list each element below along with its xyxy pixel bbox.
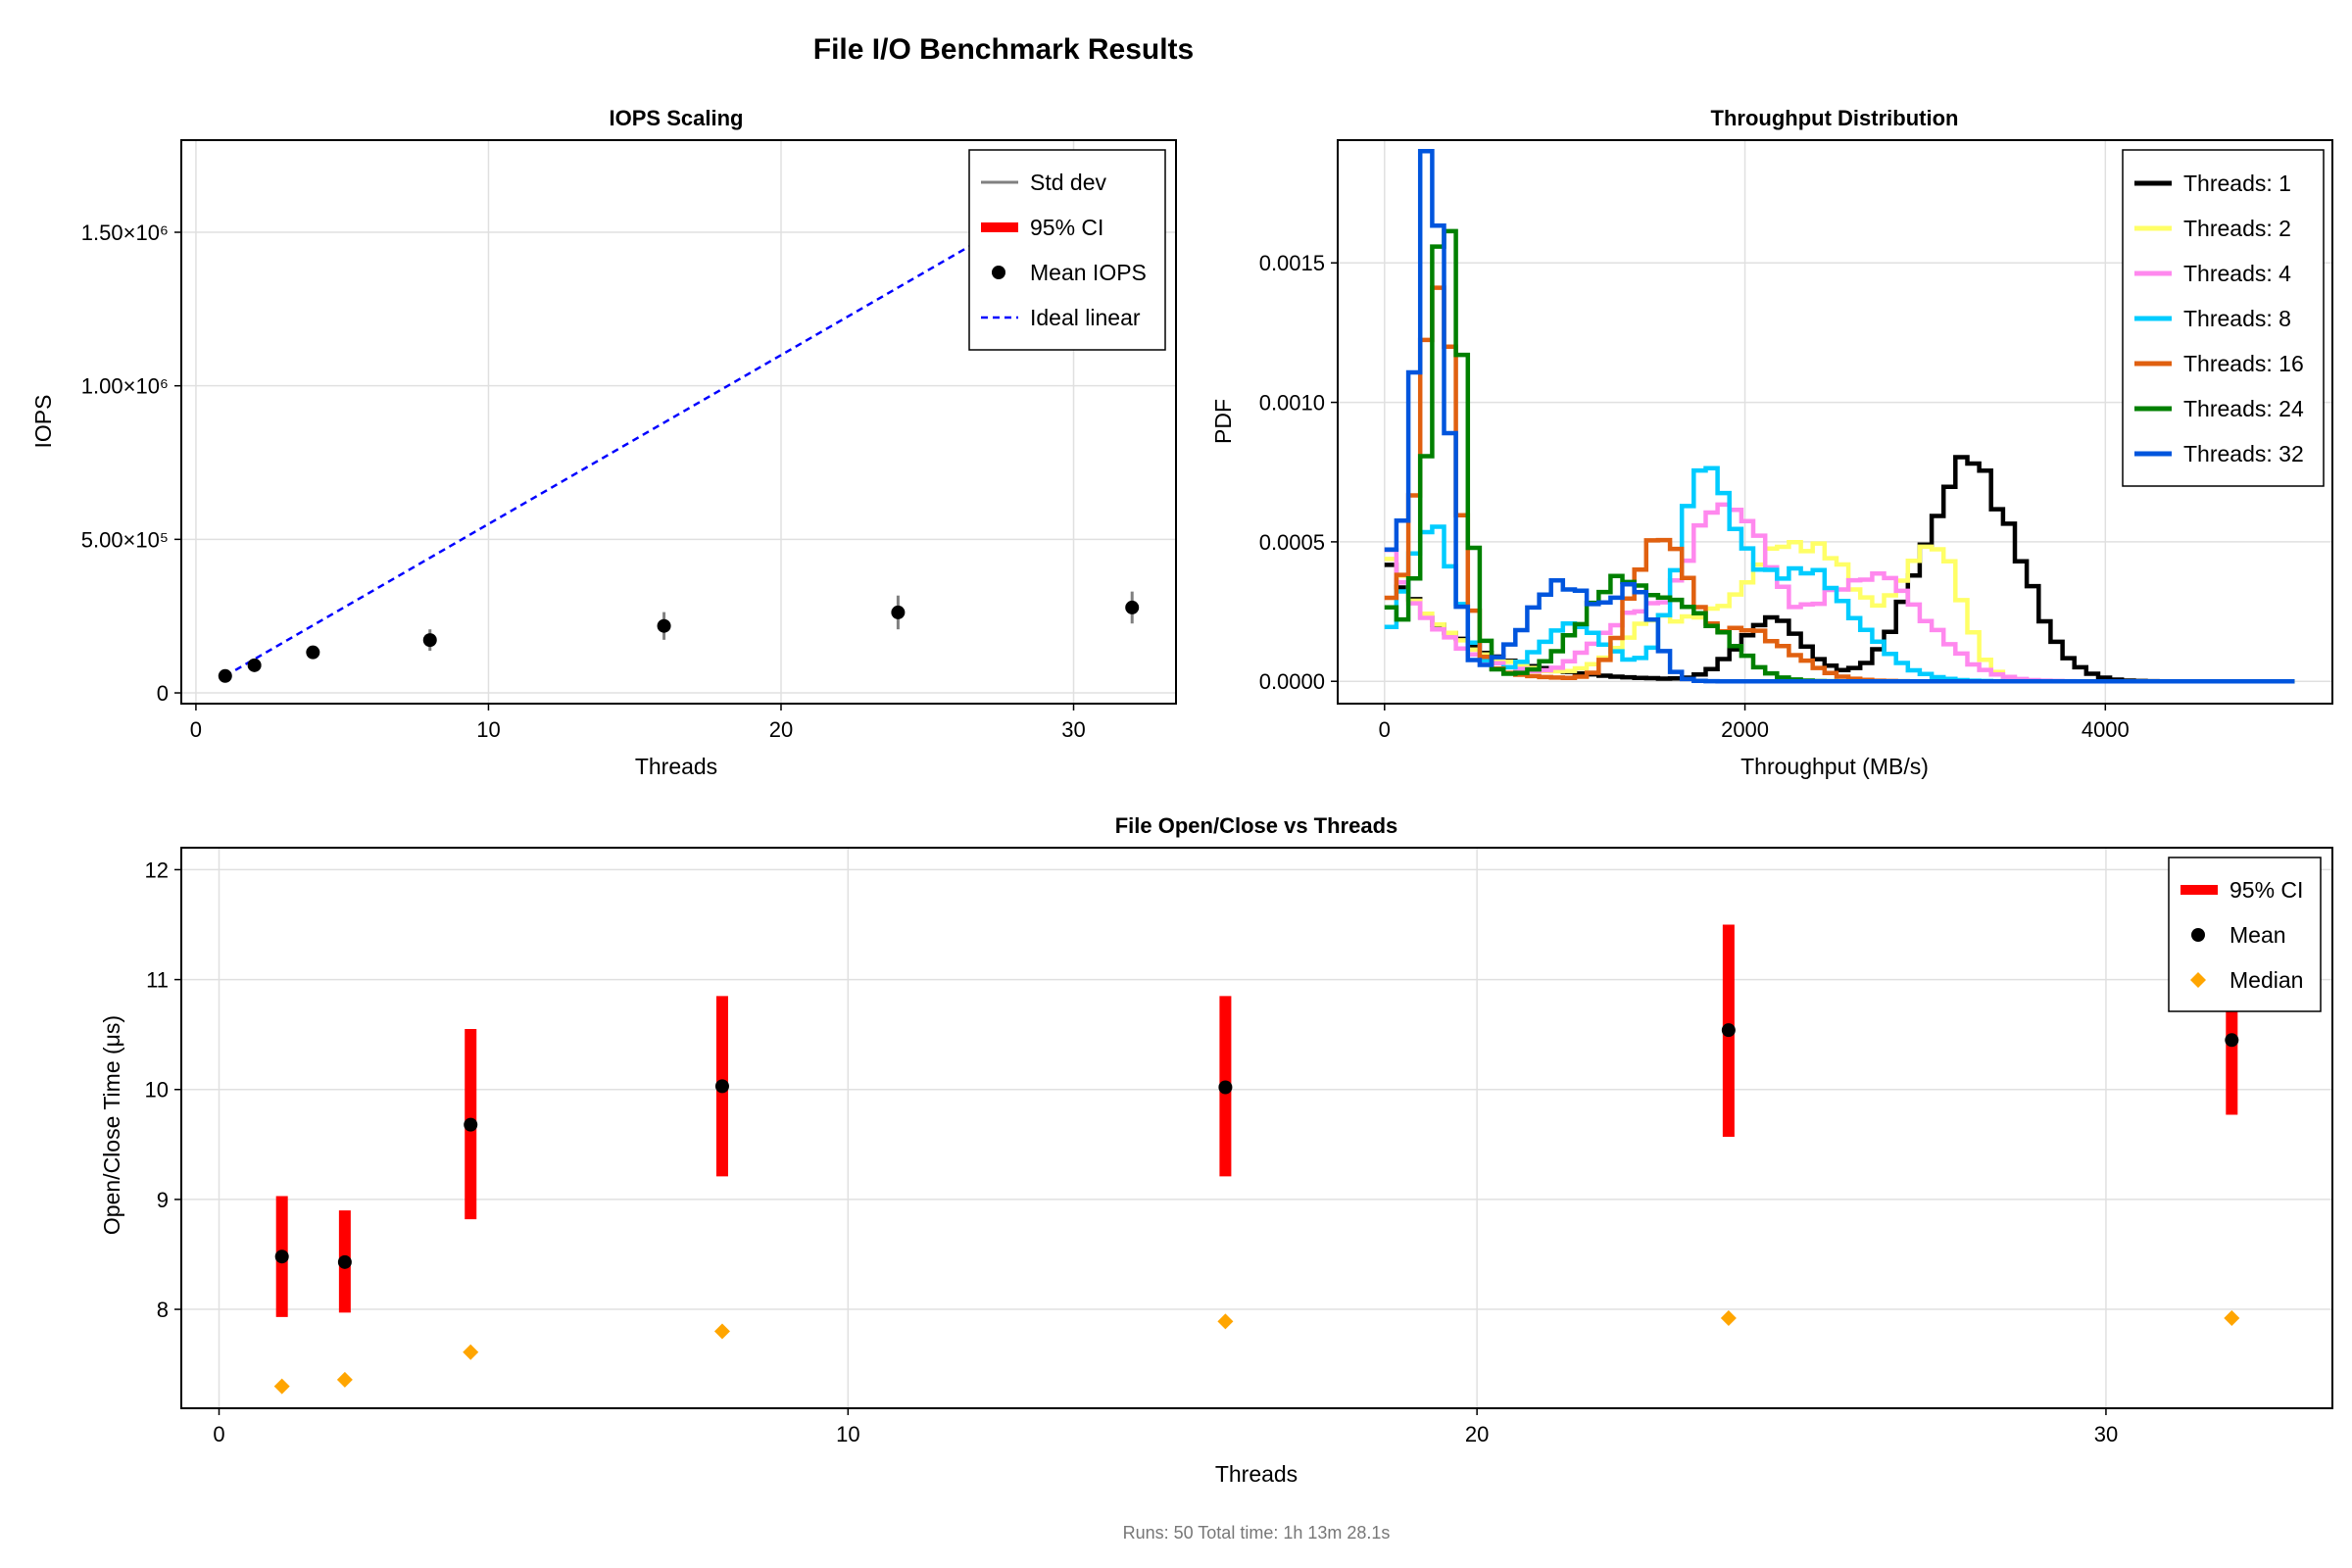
median-point (336, 1371, 353, 1388)
throughput-panel: Throughput Distribution Throughput (MB/s… (1210, 106, 2333, 779)
mean-point (464, 1117, 478, 1132)
mean-point (1721, 1023, 1736, 1038)
openclose-ytick-label: 11 (146, 968, 169, 993)
mean-iops-point (657, 618, 671, 633)
mean-point (714, 1079, 729, 1094)
mean-iops-point (247, 658, 262, 672)
throughput-ytick-label: 0.0010 (1259, 391, 1325, 416)
openclose-xtick-label: 0 (213, 1422, 224, 1446)
legend-marker-median (2190, 972, 2206, 988)
legend-label: Threads: 32 (2183, 441, 2304, 466)
throughput-ytick-label: 0.0015 (1259, 251, 1325, 275)
iops-panel: IOPS Scaling Threads IOPS 0 10 20 30 0 5.00×1… (30, 106, 1177, 779)
mean-point (337, 1254, 352, 1269)
median-point (463, 1344, 479, 1360)
legend-label: Mean IOPS (1030, 260, 1147, 285)
iops-xtick-label: 20 (769, 717, 793, 742)
openclose-ytick-label: 9 (157, 1188, 169, 1212)
legend-label: Threads: 8 (2183, 306, 2291, 331)
legend-label: Ideal linear (1030, 305, 1141, 330)
mean-iops-point (891, 605, 906, 619)
throughput-frame (1337, 139, 2333, 705)
legend-label: Threads: 1 (2183, 171, 2291, 196)
openclose-ytick-label: 12 (145, 858, 169, 882)
legend-label: 95% CI (2230, 877, 2303, 903)
throughput-ytick-label: 0.0000 (1259, 669, 1325, 694)
histogram-series-8 (1384, 466, 2295, 684)
histogram-series-1 (1384, 455, 2295, 684)
iops-ytick-label: 1.50×10⁶ (81, 220, 169, 245)
figure-title: File I/O Benchmark Results (813, 33, 1194, 66)
median-point (273, 1378, 290, 1395)
iops-xlabel: Threads (635, 754, 717, 779)
openclose-ytick-label: 8 (157, 1298, 169, 1322)
iops-ylabel: IOPS (30, 395, 56, 449)
legend-label: Mean (2230, 922, 2286, 948)
legend-label: 95% CI (1030, 215, 1103, 240)
openclose-xtick-label: 30 (2094, 1422, 2118, 1446)
throughput-ylabel: PDF (1210, 399, 1236, 444)
openclose-plot-area (273, 924, 2240, 1395)
mean-iops-point (306, 645, 320, 660)
openclose-xlabel: Threads (1215, 1461, 1298, 1487)
mean-point (274, 1250, 289, 1264)
openclose-frame (180, 847, 2333, 1409)
legend-label: Threads: 24 (2183, 396, 2304, 421)
throughput-xtick-label: 2000 (1721, 717, 1769, 742)
throughput-xtick-label: 0 (1379, 717, 1391, 742)
iops-xtick-label: 30 (1061, 717, 1085, 742)
openclose-xtick-label: 10 (836, 1422, 859, 1446)
iops-ytick-label: 5.00×10⁵ (81, 527, 169, 552)
legend-marker-mean (992, 266, 1005, 279)
legend-label: Threads: 16 (2183, 351, 2304, 376)
iops-frame (180, 139, 1177, 705)
median-point (1720, 1310, 1737, 1327)
legend-marker-mean (2191, 928, 2205, 942)
histogram-series-32 (1384, 149, 2295, 684)
openclose-ylabel: Open/Close Time (μs) (99, 1015, 124, 1235)
footer-text: Runs: 50 Total time: 1h 13m 28.1s (1123, 1523, 1391, 1543)
iops-xtick-label: 10 (476, 717, 500, 742)
legend-label: Std dev (1030, 170, 1106, 195)
mean-iops-point (1125, 600, 1140, 614)
throughput-plot-area (1384, 149, 2295, 684)
iops-xtick-label: 0 (190, 717, 202, 742)
throughput-xlabel: Throughput (MB/s) (1740, 754, 1929, 779)
median-point (2224, 1310, 2240, 1327)
openclose-panel: File Open/Close vs Threads Threads Open/… (99, 813, 2333, 1487)
median-point (1217, 1313, 1234, 1330)
mean-point (1218, 1080, 1233, 1095)
histogram-series-4 (1384, 502, 2295, 684)
legend-label: Threads: 4 (2183, 261, 2291, 286)
openclose-ytick-label: 10 (145, 1078, 169, 1102)
legend-label: Median (2230, 967, 2303, 993)
throughput-xtick-label: 4000 (2082, 717, 2130, 742)
throughput-ytick-label: 0.0005 (1259, 530, 1325, 555)
mean-iops-point (218, 668, 232, 683)
openclose-xtick-label: 20 (1465, 1422, 1489, 1446)
throughput-title: Throughput Distribution (1711, 106, 1959, 130)
legend-label: Threads: 2 (2183, 216, 2291, 241)
iops-ytick-label: 1.00×10⁶ (81, 374, 169, 399)
median-point (713, 1323, 730, 1340)
iops-ytick-label: 0 (157, 681, 169, 706)
openclose-title: File Open/Close vs Threads (1115, 813, 1398, 838)
iops-title: IOPS Scaling (610, 106, 744, 130)
mean-point (2225, 1033, 2239, 1048)
mean-iops-point (422, 633, 437, 648)
